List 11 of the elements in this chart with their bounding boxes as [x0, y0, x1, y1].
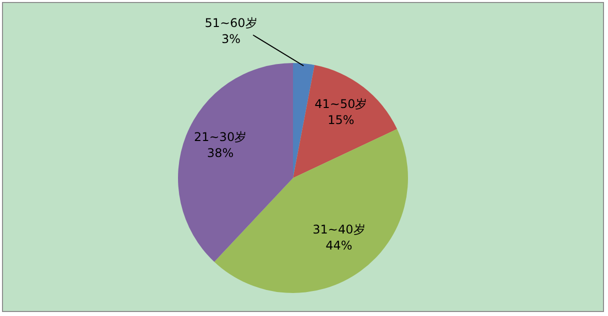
slice-label: 51~60岁 — [204, 16, 258, 30]
data-label: 38% — [206, 146, 234, 160]
slice-label: 21~30岁 — [194, 130, 247, 144]
pie-slice — [293, 63, 315, 178]
data-label: 44% — [326, 238, 352, 252]
data-label: 15% — [328, 113, 354, 128]
slice-label: 31~40岁 — [312, 222, 366, 236]
pie-slice — [293, 65, 398, 178]
pie-slice — [178, 63, 293, 262]
data-label: 3% — [221, 32, 241, 46]
slice-label: 41~50岁 — [314, 97, 368, 112]
